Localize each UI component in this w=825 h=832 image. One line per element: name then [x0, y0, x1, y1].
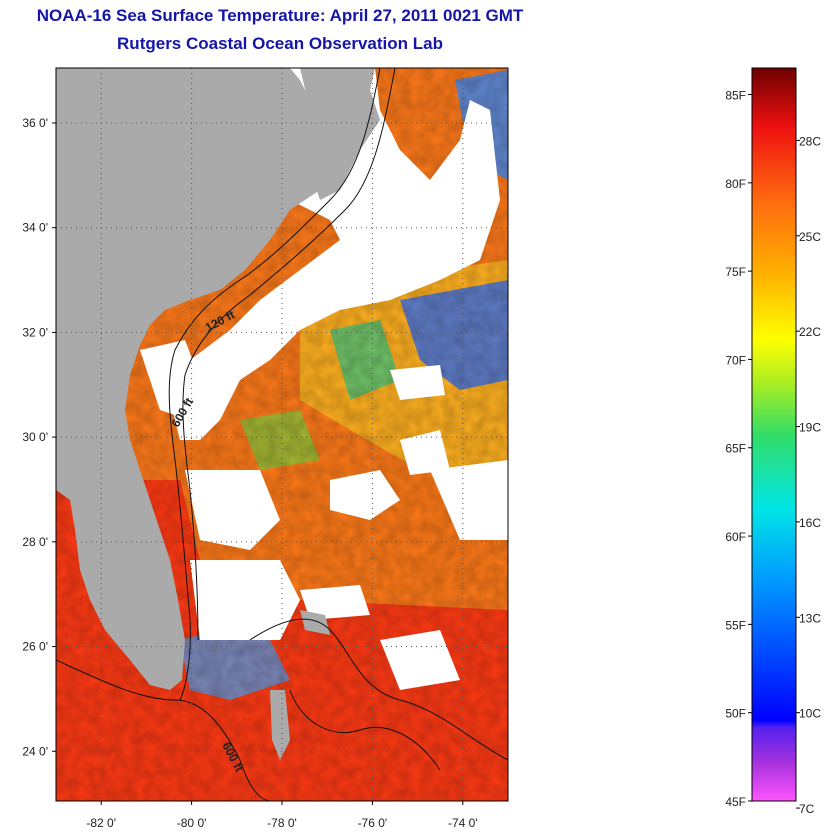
cloud-patch-4: [390, 365, 445, 400]
lat-tick-label: 30 0': [22, 430, 48, 444]
lon-tick-label: -76 0': [358, 816, 388, 830]
contour-600ft-south: [56, 659, 271, 801]
contour-120ft: [168, 68, 381, 701]
map-grid: [56, 68, 508, 801]
colorbar-f-label: 75F: [725, 265, 746, 279]
colorbar-f-label: 65F: [725, 442, 746, 456]
colorbar-c-label: 10C: [799, 707, 821, 721]
land-mainland: [56, 68, 330, 690]
colorbar-c-label: 16C: [799, 516, 821, 530]
colorbar-c-label: 28C: [799, 134, 821, 148]
map-subtitle: Rutgers Coastal Ocean Observation Lab: [117, 34, 443, 53]
map-title: NOAA-16 Sea Surface Temperature: April 2…: [36, 6, 524, 25]
colorbar-f-label: 70F: [725, 353, 746, 367]
land-andros: [270, 690, 290, 760]
lat-tick-label: 26 0': [22, 640, 48, 654]
colorbar-c-label: 25C: [799, 230, 821, 244]
colorbar-f-label: 45F: [725, 795, 746, 809]
lon-tick-label: -82 0': [86, 816, 116, 830]
lon-tick-label: -80 0': [177, 816, 207, 830]
colorbar-ticks: 85F 80F 75F 70F 65F 60F 55F 50F 45F 28C 25C 22C 19C 1…: [725, 88, 821, 816]
cloud-patch-5: [380, 630, 460, 690]
lat-tick-label: 34 0': [22, 221, 48, 235]
contour-bahamas: [249, 618, 508, 761]
lat-tick-label: 32 0': [22, 325, 48, 339]
lat-tick-label: 28 0': [22, 535, 48, 549]
lon-tick-label: -78 0': [267, 816, 297, 830]
longitude-axis: -82 0' -80 0' -78 0' -76 0' -74 0': [86, 801, 478, 830]
colorbar-c-label: 19C: [799, 421, 821, 435]
lon-tick-label: -74 0': [448, 816, 478, 830]
lat-tick-label: 24 0': [22, 744, 48, 758]
cloud-patch-2: [430, 460, 508, 540]
contour-600ft: [182, 68, 396, 641]
lat-tick-label: 36 0': [22, 116, 48, 130]
cloud-patch-1: [330, 470, 400, 520]
latitude-axis: 36 0' 34 0' 32 0' 30 0' 28 0' 26 0' 24 0': [22, 116, 56, 758]
colorbar-c-label: 7C: [799, 802, 815, 816]
contour-bahamas-2: [289, 689, 441, 771]
cloud-cover-bahamas: [190, 560, 300, 640]
land-carolinas: [300, 68, 380, 200]
cloud-patch-6: [400, 430, 450, 475]
colorbar-c-label: 13C: [799, 611, 821, 625]
cloud-cover-mid: [185, 470, 280, 550]
colorbar-f-label: 85F: [725, 88, 746, 102]
colorbar-f-label: 55F: [725, 618, 746, 632]
colorbar-c-label: 22C: [799, 325, 821, 339]
land-abaco: [300, 610, 330, 635]
cloud-patch-3: [300, 585, 370, 620]
colorbar-f-label: 60F: [725, 530, 746, 544]
cloud-cover-north: [170, 68, 500, 440]
colorbar: [751, 67, 797, 802]
colorbar-f-label: 80F: [725, 177, 746, 191]
colorbar-f-label: 50F: [725, 707, 746, 721]
